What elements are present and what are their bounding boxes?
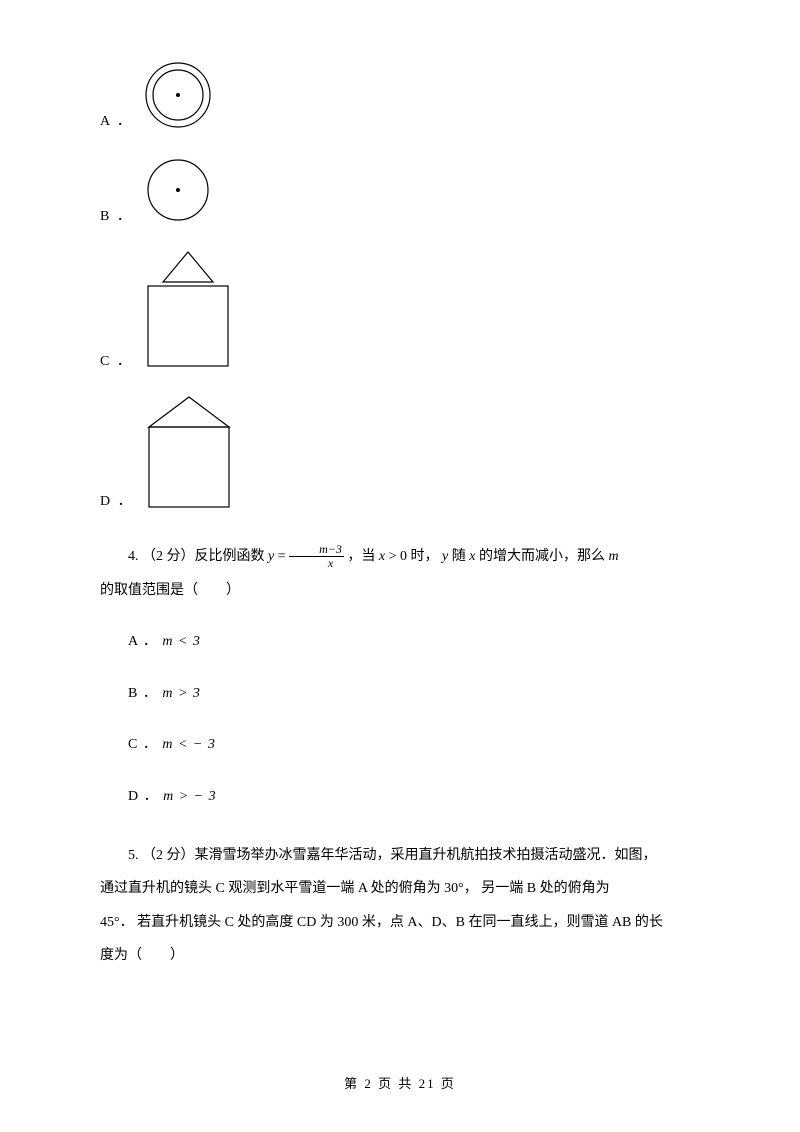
q4-numerator: m−3	[289, 543, 344, 557]
question-4-line1: 4. （2 分）反比例函数 y = m−3 x ，当 x > 0 时， y 随 …	[100, 540, 700, 574]
option-d-shape	[144, 395, 234, 515]
q4-opt-d-label: D ．	[128, 789, 159, 804]
q5-line2: 通过直升机的镜头 C 观测到水平雪道一端 A 处的俯角为 30°， 另一端 B …	[100, 872, 700, 906]
question-5: 5. （2 分）某滑雪场举办冰雪嘉年华活动，采用直升机航拍技术拍摄活动盛况．如图…	[100, 839, 700, 973]
q4-opt-c-expr: m < − 3	[162, 737, 216, 752]
q4-var-m: m	[608, 549, 618, 564]
q4-cond: > 0	[389, 549, 407, 564]
option-c-label: C ．	[100, 350, 133, 375]
q4-option-d: D ． m > − 3	[128, 780, 700, 814]
q4-option-b: B ． m > 3	[128, 677, 700, 711]
option-c-row: C ．	[100, 250, 700, 375]
option-d-label: D ．	[100, 490, 134, 515]
option-a-label: A ．	[100, 110, 133, 135]
q4-mid3: 随	[452, 549, 470, 564]
q5-line4: 度为（ ）	[100, 939, 700, 973]
q4-fraction: m−3 x	[289, 543, 344, 570]
option-c-shape	[143, 250, 233, 375]
q4-prefix: 4. （2 分）反比例函数	[128, 549, 268, 564]
q4-opt-c-label: C ．	[128, 737, 158, 752]
page-footer: 第 2 页 共 21 页	[0, 1073, 800, 1092]
q4-opt-b-expr: m > 3	[162, 686, 201, 701]
q4-mid2: 时，	[411, 549, 443, 564]
question-4-line2: 的取值范围是（ ）	[100, 574, 700, 608]
option-b-shape	[143, 155, 213, 230]
q4-mid4: 的增大而减小，那么	[479, 549, 609, 564]
q4-opt-a-expr: m < 3	[162, 634, 201, 649]
q4-opt-b-label: B ．	[128, 686, 158, 701]
q4-option-a: A ． m < 3	[128, 625, 700, 659]
q4-opt-a-label: A ．	[128, 634, 158, 649]
q4-var-x: x	[379, 549, 385, 564]
q4-var-y2: y	[442, 549, 448, 564]
q4-denominator: x	[289, 557, 344, 570]
option-a-row: A ．	[100, 60, 700, 135]
q5-line3: 45°． 若直升机镜头 C 处的高度 CD 为 300 米，点 A、D、B 在同…	[100, 906, 700, 940]
q4-mid1: ，当	[347, 549, 379, 564]
option-d-row: D ．	[100, 395, 700, 515]
q4-opt-d-expr: m > − 3	[163, 789, 217, 804]
option-b-label: B ．	[100, 205, 133, 230]
option-b-row: B ．	[100, 155, 700, 230]
q4-eq: =	[278, 549, 289, 564]
q4-var-x2: x	[469, 549, 475, 564]
q4-var-y: y	[268, 549, 274, 564]
q5-line1: 5. （2 分）某滑雪场举办冰雪嘉年华活动，采用直升机航拍技术拍摄活动盛况．如图…	[100, 839, 700, 873]
option-a-shape	[143, 60, 213, 135]
question-4: 4. （2 分）反比例函数 y = m−3 x ，当 x > 0 时， y 随 …	[100, 540, 700, 814]
q4-option-c: C ． m < − 3	[128, 728, 700, 762]
